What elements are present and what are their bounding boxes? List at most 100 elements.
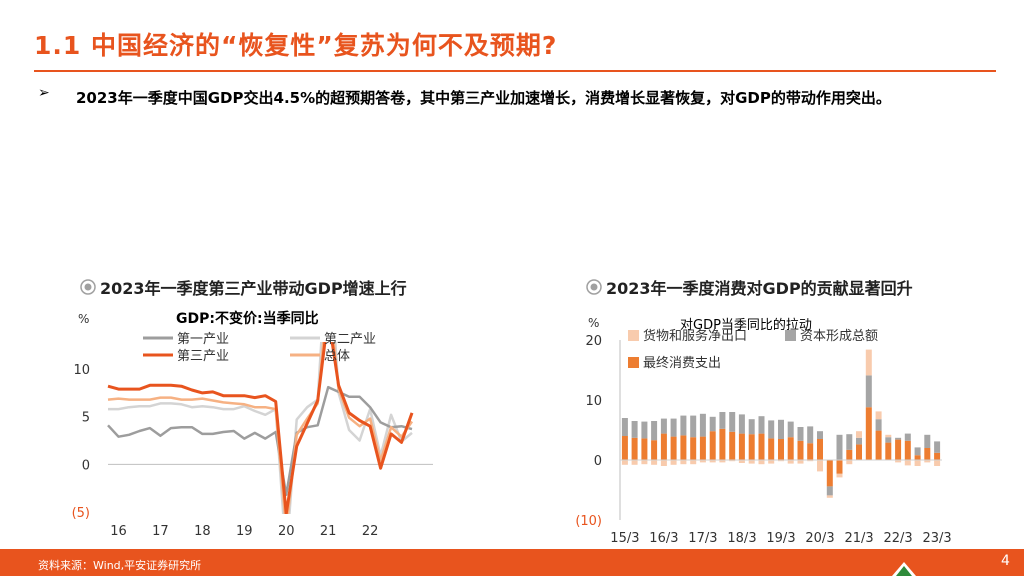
bar-segment-3 [709,460,716,463]
bar-segment-3 [836,473,843,478]
bar-segment-3 [621,460,628,465]
bar-segment-2 [778,419,784,439]
target-icon [80,279,96,295]
bar-segment-2 [680,415,687,436]
x-tick-label: 23/3 [922,531,951,546]
y-axis-unit: % [78,312,89,326]
y-tick-label: 0 [82,458,90,473]
bar-segment-2 [895,437,902,440]
bar-segment-3 [934,460,941,466]
bar-segment-2 [826,486,833,496]
bar-segment-3 [865,349,872,376]
bar-segment-2 [836,434,843,460]
y-axis-unit: % [588,316,599,330]
bar-segment-2 [651,421,658,441]
bar-segment-1 [875,430,882,460]
legend-label: 第一产业 [177,332,229,347]
x-tick-label: 16 [110,524,127,539]
bar-segment-2 [641,421,648,439]
bar-segment-3 [846,460,853,465]
bar-segment-1 [709,431,716,460]
legend-label: 第二产业 [324,332,376,347]
bar-segment-3 [680,460,687,465]
bar-segment-1 [748,434,755,460]
legend-swatch [628,330,639,341]
bar-segment-2 [856,437,862,445]
page-title: 1.1 中国经济的“恢复性”复苏为何不及预期? [34,31,558,60]
x-tick-label: 16/3 [649,531,678,546]
bar-segment-2 [846,434,853,450]
bar-segment-2 [885,437,892,443]
bar-segment-1 [660,433,667,460]
y-tick-label: 0 [594,454,602,469]
bar-segment-1 [778,439,784,460]
bar-segment-2 [787,421,794,438]
x-tick-label: 22 [362,524,379,539]
series-line-4 [107,342,414,514]
bar-segment-3 [758,460,765,465]
chart-title-right-text: 2023年一季度消费对GDP的贡献显著回升 [606,279,913,298]
bar-segment-2 [690,415,697,438]
legend-label: 最终消费支出 [643,355,721,371]
bar-segment-1 [690,437,697,460]
bar-segment-1 [738,433,745,460]
x-tick-label: 21 [320,524,337,539]
bar-segment-1 [680,435,687,460]
footer-bar [0,549,1024,576]
y-tick-label: (10) [575,514,602,529]
bullet-arrow-icon: ➢ [38,85,50,101]
bar-segment-1 [895,439,902,460]
legend-swatch [628,357,639,368]
bar-segment-2 [709,416,716,432]
bar-segment-3 [699,460,706,463]
bar-segment-2 [631,421,638,438]
bar-segment-2 [719,412,726,429]
bar-segment-3 [690,460,697,465]
bar-segment-2 [797,427,804,441]
page-number: 4 [1001,553,1010,569]
y-tick-label: 10 [73,363,90,378]
bar-segment-1 [846,449,853,460]
y-tick-label: 5 [82,411,90,426]
bar-segment-1 [856,444,862,460]
company-logo-icon [892,562,916,576]
bar-segment-1 [651,440,658,460]
bar-segment-3 [895,460,902,463]
bar-segment-2 [748,419,755,435]
bar-segment-3 [817,460,823,472]
legend-label: 资本形成总额 [800,329,878,344]
bar-segment-2 [758,416,765,434]
x-tick-label: 19 [236,524,253,539]
bar-segment-3 [778,460,784,462]
bar-segment-1 [924,448,931,460]
bar-segment-2 [924,434,931,448]
bar-segment-3 [738,460,745,463]
series-line-2 [108,342,413,514]
chart-subtitle: GDP:不变价:当季同比 [176,310,319,327]
bar-segment-1 [836,460,843,474]
bar-segment-2 [768,420,775,439]
chart-title-left-text: 2023年一季度第三产业带动GDP增速上行 [100,279,407,298]
bar-segment-3 [875,411,882,420]
bar-segment-2 [729,412,736,432]
bar-segment-1 [826,460,833,487]
bar-segment-3 [748,460,755,464]
bar-segment-1 [934,452,941,460]
bar-segment-1 [621,436,628,460]
chart-subtitle: 对GDP当季同比的拉动 [680,317,812,333]
bar-segment-2 [621,418,628,436]
bar-segment-2 [660,418,667,434]
bar-segment-3 [651,460,658,465]
title-divider [34,70,996,72]
bar-segment-3 [885,434,892,438]
bar-segment-1 [817,439,823,460]
bar-segment-1 [670,436,677,460]
bar-segment-1 [787,437,794,460]
legend-label: 第三产业 [177,349,229,364]
bar-segment-1 [758,433,765,460]
bar-segment-3 [914,460,921,466]
gdp-contribution-bar-chart: 对GDP当季同比的拉动% (10) 0 10 20 15/3 16/3 17/3 18/3 19/… [575,316,951,546]
bar-segment-3 [807,460,814,462]
bar-segment-3 [826,495,833,498]
bar-segment-3 [719,460,726,463]
